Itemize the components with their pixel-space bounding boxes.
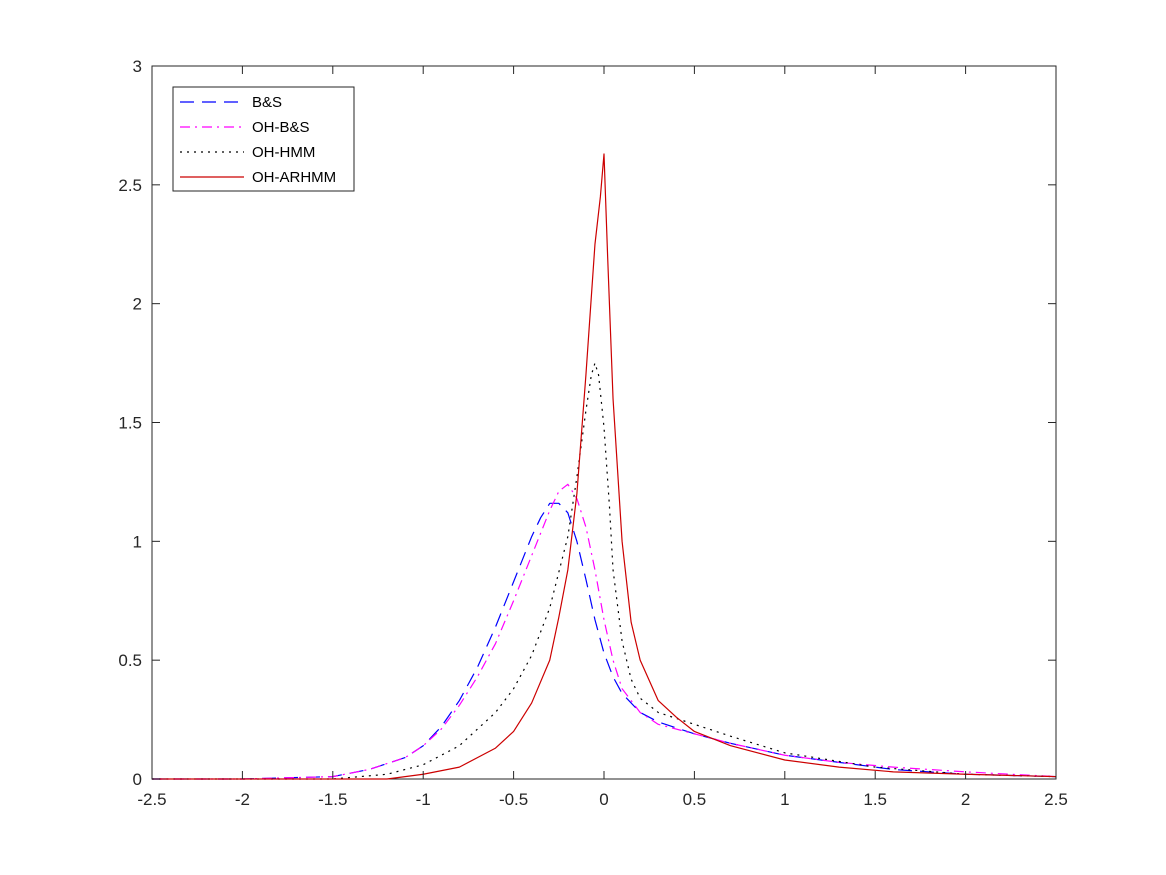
x-tick-label: 1 xyxy=(780,790,789,809)
x-tick-label: 2.5 xyxy=(1044,790,1068,809)
x-tick-label: -1 xyxy=(416,790,431,809)
x-tick-label: 0.5 xyxy=(683,790,707,809)
x-tick-label: 2 xyxy=(961,790,970,809)
x-tick-label: -0.5 xyxy=(499,790,528,809)
y-tick-label: 2.5 xyxy=(118,176,142,195)
series-line-oh-arhmm xyxy=(152,153,1057,780)
legend-label-oh-arhmm: OH-ARHMM xyxy=(252,169,336,186)
y-tick-label: 3 xyxy=(133,57,142,76)
series-layer xyxy=(152,153,1057,780)
x-tick-label: 1.5 xyxy=(863,790,887,809)
legend-label-oh-b-s: OH-B&S xyxy=(252,119,310,136)
y-tick-label: 0 xyxy=(133,770,142,789)
y-tick-label: 1.5 xyxy=(118,414,142,433)
legend: B&S OH-B&S OH-HMM OH-ARHMM xyxy=(172,86,355,192)
x-tick-label: -2 xyxy=(235,790,250,809)
legend-label-b-s: B&S xyxy=(252,94,282,111)
legend-label-oh-hmm: OH-HMM xyxy=(252,144,315,161)
x-tick-label: -2.5 xyxy=(137,790,166,809)
y-tick-label: 2 xyxy=(133,295,142,314)
x-tick-label: 0 xyxy=(599,790,608,809)
x-tick-label: -1.5 xyxy=(318,790,347,809)
y-tick-label: 0.5 xyxy=(118,651,142,670)
legend-box xyxy=(172,86,355,192)
axis-ticks: -2.5 -2 -1.5 -1 -0.5 0 0.5 1 1.5 2 2.5 0 0.5 1 1.5 2 2.5… xyxy=(118,57,1067,809)
y-tick-label: 1 xyxy=(133,532,142,551)
series-line-oh-b-s xyxy=(152,483,1057,780)
